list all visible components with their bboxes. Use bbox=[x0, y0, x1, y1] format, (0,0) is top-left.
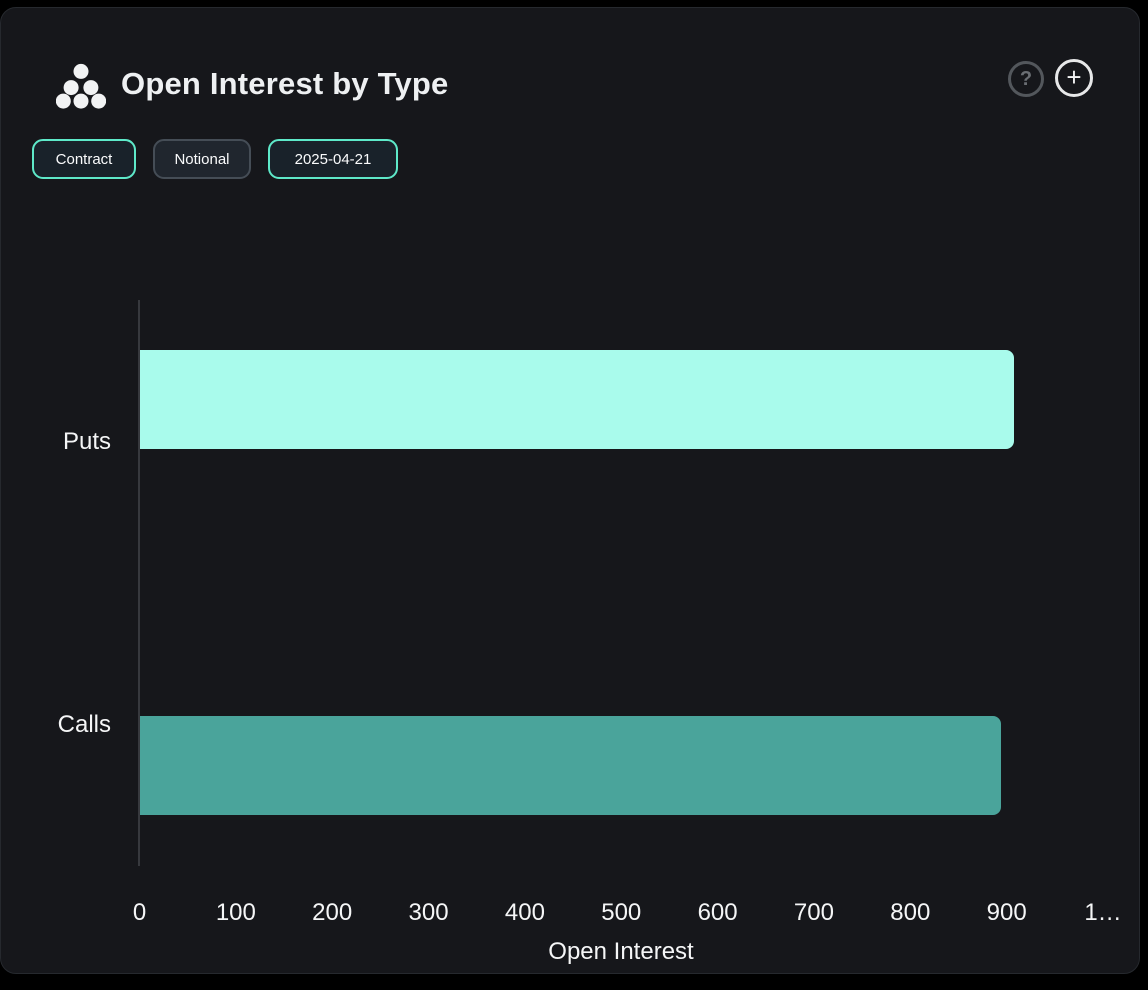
x-tick-label-100: 100 bbox=[215, 899, 256, 926]
card-header: Open Interest by Type ? + bbox=[1, 8, 1139, 128]
x-tick-label-300: 300 bbox=[408, 899, 449, 926]
open-interest-chart: Open Interest Puts Calls 0 100 200 300 400 500 6… bbox=[1, 8, 1148, 990]
x-tick-label-1000: 1… bbox=[1084, 899, 1122, 926]
x-tick-label-700: 700 bbox=[793, 899, 834, 926]
date-button[interactable]: 2025-04-21 bbox=[268, 139, 398, 179]
y-axis-line bbox=[138, 300, 140, 866]
x-axis-title: Open Interest bbox=[548, 938, 694, 965]
x-tick-label-200: 200 bbox=[312, 899, 353, 926]
notional-button[interactable]: Notional bbox=[153, 139, 251, 179]
cluster-dots-icon bbox=[56, 63, 106, 109]
y-tick-label-calls: Calls bbox=[57, 711, 111, 738]
x-tick-label-600: 600 bbox=[697, 899, 738, 926]
x-tick-label-500: 500 bbox=[601, 899, 642, 926]
puts-bar[interactable] bbox=[140, 350, 1014, 449]
open-interest-card: Open Interest by Type ? + Contract Notio… bbox=[0, 7, 1140, 974]
calls-bar[interactable] bbox=[140, 716, 1002, 815]
page-title: Open Interest by Type bbox=[121, 66, 449, 101]
x-tick-label-400: 400 bbox=[504, 899, 545, 926]
y-tick-label-puts: Puts bbox=[62, 428, 111, 455]
x-tick-label-900: 900 bbox=[986, 899, 1027, 926]
contract-button[interactable]: Contract bbox=[32, 139, 136, 179]
add-icon[interactable]: + bbox=[1055, 59, 1093, 97]
x-tick-label-800: 800 bbox=[890, 899, 931, 926]
help-icon[interactable]: ? bbox=[1008, 61, 1044, 97]
x-tick-label-0: 0 bbox=[132, 899, 147, 926]
